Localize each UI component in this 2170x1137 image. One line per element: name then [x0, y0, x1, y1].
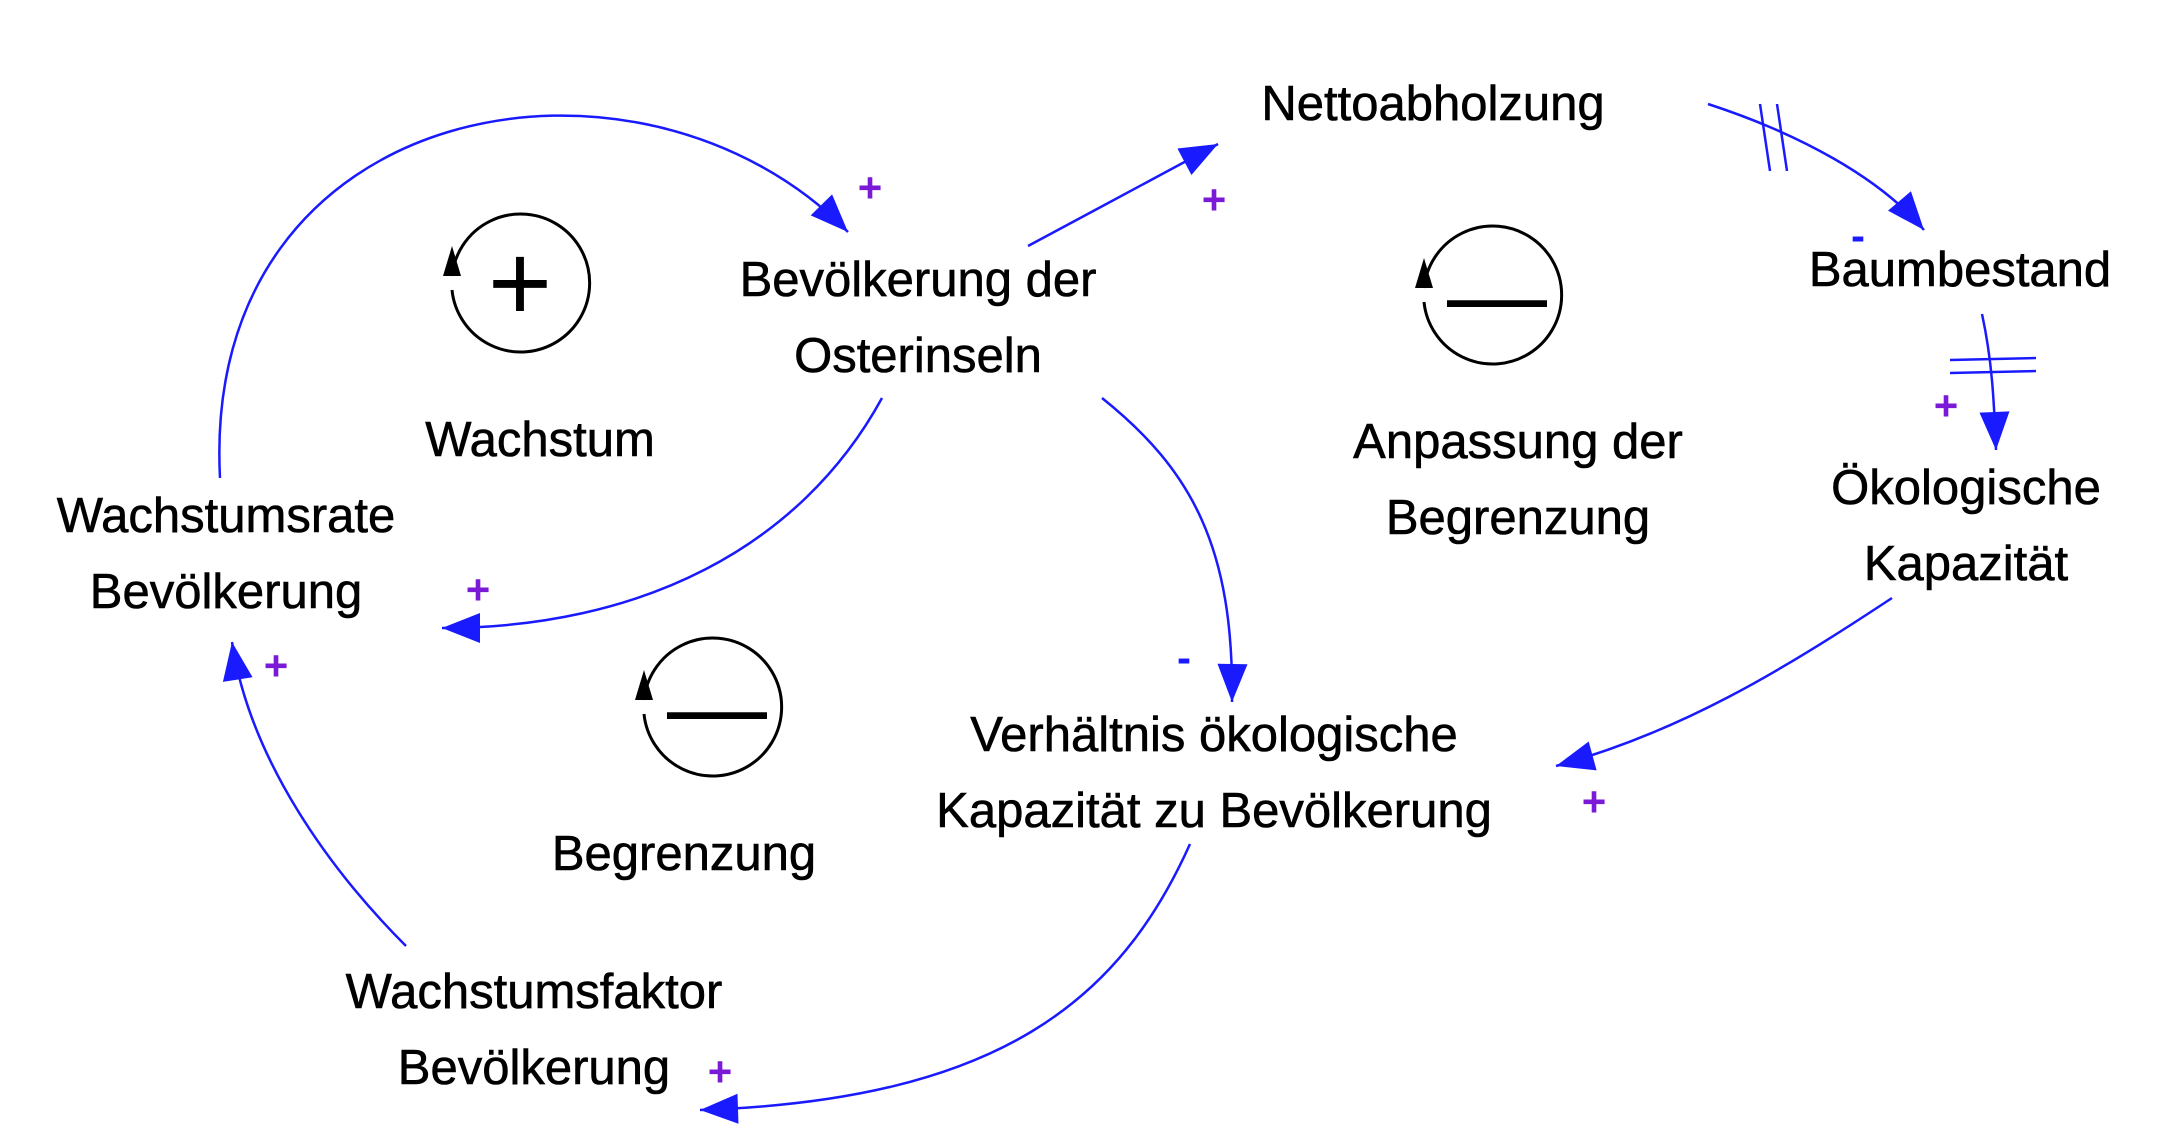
polarity-deforestation-to-tree-stock: -: [1851, 212, 1865, 259]
polarity-population-to-ratio: -: [1177, 634, 1191, 681]
node-tree-stock-line-1: Baumbestand: [1808, 243, 2112, 298]
loop-growth-arc: [450, 212, 592, 354]
arrowhead-tree-stock-to-eco-capacity: [1979, 411, 2010, 450]
node-eco-capacity[interactable]: Ökologische Kapazität: [1831, 450, 2101, 602]
polarity-tree-stock-to-eco-capacity: +: [1933, 382, 1959, 429]
loop-limit-name-line-1: Begrenzung: [551, 827, 817, 882]
arrowhead-population-to-deforestation: [1177, 144, 1218, 176]
link-population-to-ratio[interactable]: [1101, 397, 1234, 703]
delay-mark-tree-stock-to-eco-capacity-2: [1949, 369, 2037, 375]
node-growth-rate-line-2: Bevölkerung: [89, 565, 363, 620]
link-eco-capacity-to-ratio[interactable]: [1555, 596, 1893, 768]
node-population[interactable]: Bevölkerung der Osterinseln: [739, 242, 1097, 394]
arrowhead-population-to-growth-rate: [442, 613, 480, 643]
node-growth-rate[interactable]: Wachstumsrate Bevölkerung: [56, 478, 396, 630]
link-ratio-to-growth-factor[interactable]: [699, 843, 1192, 1112]
node-growth-factor-line-1: Wachstumsfaktor: [345, 965, 723, 1020]
node-growth-factor-line-2: Bevölkerung: [397, 1041, 671, 1096]
loop-limit-marker: —: [635, 636, 784, 778]
loop-growth-name-line-1: Wachstum: [425, 413, 655, 468]
loop-limit-name: Begrenzung: [551, 816, 817, 892]
polarity-ratio-to-growth-factor: +: [707, 1048, 733, 1095]
loop-growth-arrowhead: [443, 246, 461, 276]
node-growth-factor[interactable]: Wachstumsfaktor Bevölkerung: [345, 954, 723, 1106]
node-eco-capacity-line-1: Ökologische: [1831, 461, 2101, 516]
delay-mark-deforestation-to-tree-stock-1: [1758, 103, 1772, 172]
node-deforestation-line-1: Nettoabholzung: [1261, 77, 1605, 132]
arrowhead-growth-factor-to-growth-rate: [222, 642, 253, 682]
node-tree-stock[interactable]: Baumbestand: [1808, 232, 2112, 308]
loop-limit-adjustment-symbol: —: [1447, 239, 1547, 351]
node-population-line-1: Bevölkerung der: [739, 253, 1097, 308]
loop-growth-marker: +: [443, 212, 592, 354]
loop-limit-adjustment-name: Anpassung der Begrenzung: [1353, 404, 1683, 556]
polarity-eco-capacity-to-ratio: +: [1581, 778, 1607, 825]
node-ratio-line-2: Kapazität zu Bevölkerung: [936, 784, 1492, 839]
node-deforestation[interactable]: Nettoabholzung: [1261, 66, 1605, 142]
node-population-line-2: Osterinseln: [794, 329, 1042, 384]
polarity-population-to-growth-rate: +: [465, 566, 491, 613]
loop-growth-symbol: +: [488, 222, 552, 345]
polarity-growth-rate-to-population: +: [857, 164, 883, 211]
loop-limit-symbol: —: [667, 651, 767, 763]
loop-growth-name: Wachstum: [425, 402, 655, 478]
arrowhead-growth-rate-to-population: [810, 194, 848, 232]
node-ratio[interactable]: Verhältnis ökologische Kapazität zu Bevö…: [936, 697, 1492, 849]
loop-limit-adjustment-arc: [1422, 224, 1564, 366]
polarity-growth-factor-to-growth-rate: +: [263, 642, 289, 689]
loop-limit-arc: [642, 636, 784, 778]
loop-limit-adjustment-marker: —: [1415, 224, 1564, 366]
loop-limit-arrowhead: [635, 670, 653, 700]
loop-limit-adjustment-arrowhead: [1415, 258, 1433, 288]
node-ratio-line-1: Verhältnis ökologische: [970, 708, 1458, 763]
link-population-to-growth-rate[interactable]: [441, 397, 884, 630]
loop-limit-adjustment-name-line-1: Anpassung der: [1353, 415, 1683, 470]
delay-mark-deforestation-to-tree-stock-2: [1775, 103, 1789, 172]
link-growth-rate-to-population[interactable]: [218, 114, 849, 479]
arrowhead-population-to-ratio: [1217, 663, 1248, 702]
arrowhead-eco-capacity-to-ratio: [1556, 741, 1597, 771]
node-eco-capacity-line-2: Kapazität: [1863, 537, 2069, 592]
node-growth-rate-line-1: Wachstumsrate: [56, 489, 396, 544]
loop-limit-adjustment-name-line-2: Begrenzung: [1385, 491, 1651, 546]
polarity-population-to-deforestation: +: [1201, 176, 1227, 223]
arrowhead-deforestation-to-tree-stock: [1888, 191, 1924, 230]
link-growth-factor-to-growth-rate[interactable]: [230, 641, 407, 947]
delay-mark-tree-stock-to-eco-capacity-1: [1949, 356, 2037, 362]
arrowhead-ratio-to-growth-factor: [700, 1093, 739, 1124]
